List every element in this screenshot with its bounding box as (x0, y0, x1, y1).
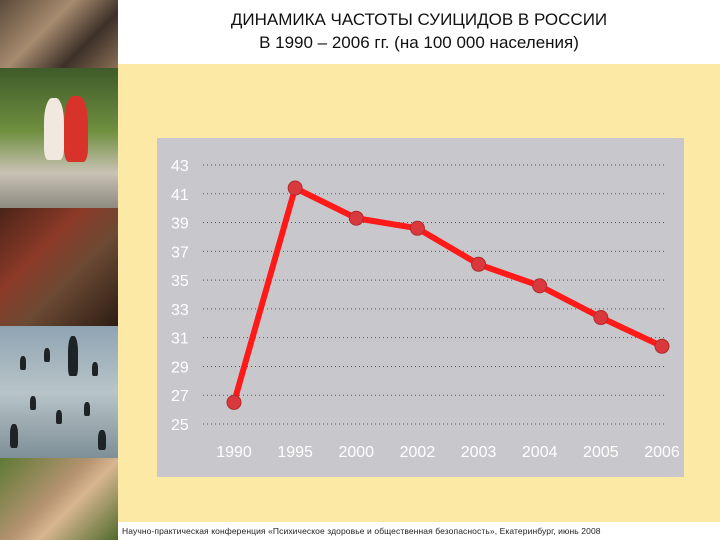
y-tick-label: 27 (171, 388, 189, 405)
series-line (231, 185, 664, 404)
slide-title: ДИНАМИКА ЧАСТОТЫ СУИЦИДОВ В РОССИИ В 199… (118, 8, 720, 54)
x-tick-label: 2002 (400, 444, 436, 461)
photo-strip (0, 0, 118, 540)
street-scene-photo (0, 208, 118, 326)
x-tick-label: 2000 (338, 444, 374, 461)
suicide-rate-line-chart: 43 41 39 37 35 33 31 29 27 25 1990 1995 2000 2002 2003… (171, 158, 680, 461)
data-point (654, 338, 670, 354)
x-tick-label: 2005 (583, 444, 619, 461)
children-cycling-photo (0, 68, 118, 208)
data-point (226, 394, 242, 410)
chart-panel (157, 138, 684, 477)
x-tick-label: 2003 (461, 444, 497, 461)
y-tick-label: 43 (171, 158, 189, 175)
y-tick-label: 37 (171, 244, 189, 261)
title-line-2: В 1990 – 2006 гг. (на 100 000 населения) (259, 33, 579, 52)
data-point (593, 310, 609, 326)
data-point (471, 256, 487, 272)
x-tick-label: 2006 (644, 444, 680, 461)
data-point (409, 220, 425, 236)
data-point (287, 180, 303, 196)
title-band (118, 0, 720, 64)
y-tick-label: 41 (171, 187, 189, 204)
footer-text: Научно-практическая конференция «Психиче… (122, 526, 601, 536)
footer-band (118, 522, 720, 540)
y-tick-label: 31 (171, 331, 189, 348)
hands-photo (0, 458, 118, 540)
title-line-1: ДИНАМИКА ЧАСТОТЫ СУИЦИДОВ В РОССИИ (230, 10, 608, 29)
x-tick-label: 2004 (522, 444, 558, 461)
y-tick-label: 29 (171, 359, 189, 376)
x-tick-label: 1995 (277, 444, 313, 461)
y-tick-label: 35 (171, 273, 189, 290)
x-tick-label: 1990 (216, 444, 252, 461)
surreal-painting-photo (0, 326, 118, 458)
data-point (532, 278, 548, 294)
y-tick-label: 33 (171, 302, 189, 319)
data-point (348, 210, 364, 226)
crowd-photo (0, 0, 118, 68)
y-tick-label: 39 (171, 216, 189, 233)
y-tick-label: 25 (171, 417, 189, 434)
